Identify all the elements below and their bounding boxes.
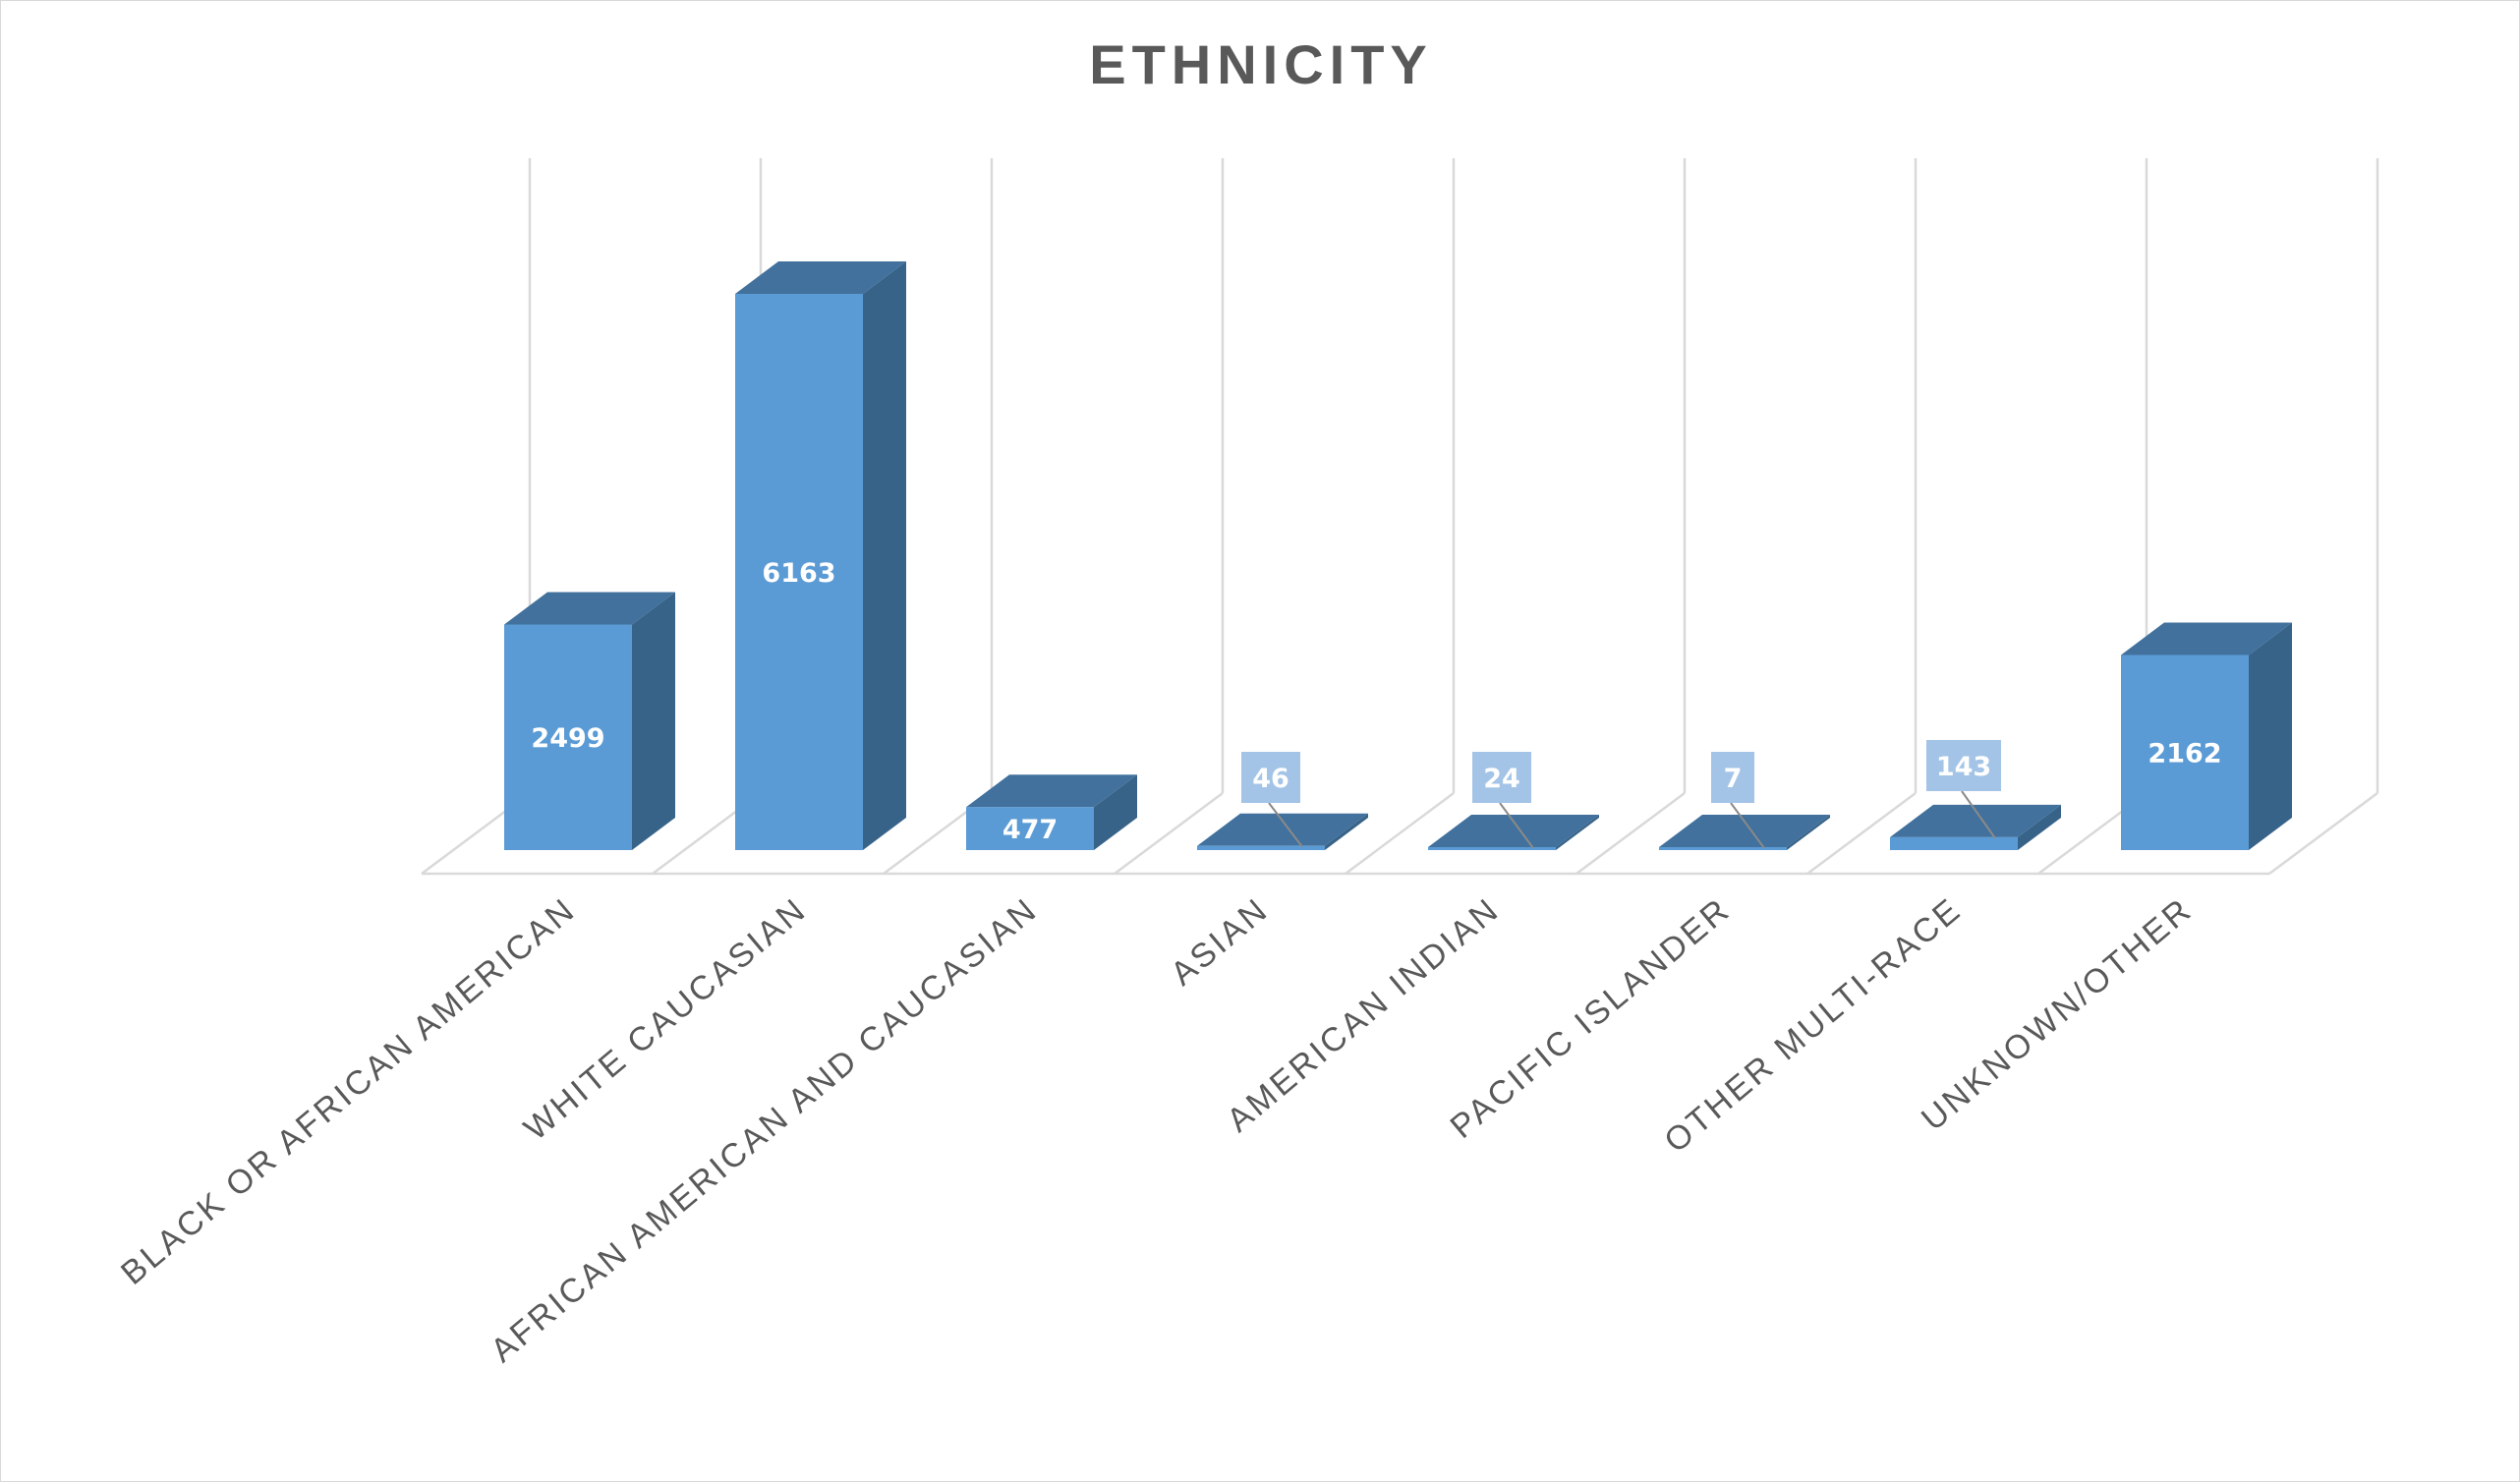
bar-top-face [1659, 815, 1830, 847]
gridline-floor-divider [1345, 791, 1455, 876]
bar-front-face [1428, 847, 1556, 850]
bar-unknown-other: 2162 [2121, 622, 2292, 850]
bar-asian: 46 [1197, 752, 1368, 850]
category-label-asian: ASIAN [1164, 890, 1276, 993]
bar-front-face [966, 807, 1094, 850]
bar-side-face [632, 592, 675, 850]
bar-side-face [863, 261, 906, 850]
data-label-leader [1268, 802, 1303, 848]
bar-top-face [1428, 815, 1599, 847]
data-label-pacific-islander: 7 [1724, 764, 1743, 794]
bar-side-face [1094, 774, 1137, 850]
data-label-callout [1926, 740, 2001, 791]
bar-top-face [1890, 804, 2061, 837]
bar-front-face [1197, 845, 1325, 850]
chart-gridlines [421, 158, 2379, 876]
data-label-other-multi-race: 143 [1936, 752, 1991, 782]
gridline-floor-divider [1575, 791, 1686, 876]
bar-front-face [504, 624, 632, 850]
data-label-white-caucasian: 6163 [762, 558, 835, 589]
bar-front-face [2121, 655, 2249, 850]
gridline-floor-divider [1114, 791, 1224, 876]
bar-top-face [2121, 622, 2292, 656]
category-label-black-or-african-american: BLACK OR AFRICAN AMERICAN [114, 890, 583, 1292]
gridline-floor-divider [2268, 791, 2378, 876]
bar-top-face [1197, 813, 1368, 846]
bar-side-face [2018, 804, 2061, 850]
bar-side-face [1556, 815, 1599, 850]
data-label-leader [1961, 790, 1996, 839]
bar-american-indian: 24 [1428, 752, 1599, 850]
data-label-callout [1472, 752, 1531, 803]
data-label-callout [1711, 752, 1754, 803]
category-label-african-american-and-caucasian: AFRICAN AMERICAN AND CAUCASIAN [484, 890, 1045, 1370]
bar-top-face [966, 774, 1137, 808]
bar-front-face [1890, 836, 2018, 850]
bar-white-caucasian: 6163 [735, 261, 906, 850]
bar-front-face [735, 294, 863, 850]
data-label-american-indian: 24 [1483, 764, 1520, 794]
bar-top-face [504, 592, 675, 625]
bar-other-multi-race: 143 [1890, 740, 2061, 850]
data-label-unknown-other: 2162 [2148, 739, 2221, 770]
bar-top-face [735, 261, 906, 294]
chart-bars: 2499 6163 477 46 24 7 143 2162 [504, 261, 2292, 850]
chart-title: ETHNICITY [1089, 33, 1433, 95]
bar-black-or-african-american: 2499 [504, 592, 675, 850]
bar-pacific-islander: 7 [1659, 752, 1830, 850]
gridline-floor-divider [1806, 791, 1917, 876]
bar-african-american-and-caucasian: 477 [966, 774, 1137, 850]
bar-side-face [2249, 622, 2292, 850]
data-label-leader [1499, 802, 1534, 849]
bar-side-face [1787, 815, 1830, 850]
data-label-african-american-and-caucasian: 477 [1002, 815, 1058, 845]
data-label-asian: 46 [1252, 764, 1289, 794]
bar-front-face [1659, 847, 1787, 850]
data-label-callout [1241, 752, 1300, 803]
data-label-leader [1730, 802, 1765, 849]
bar-side-face [1325, 813, 1368, 850]
data-label-black-or-african-american: 2499 [531, 723, 604, 754]
